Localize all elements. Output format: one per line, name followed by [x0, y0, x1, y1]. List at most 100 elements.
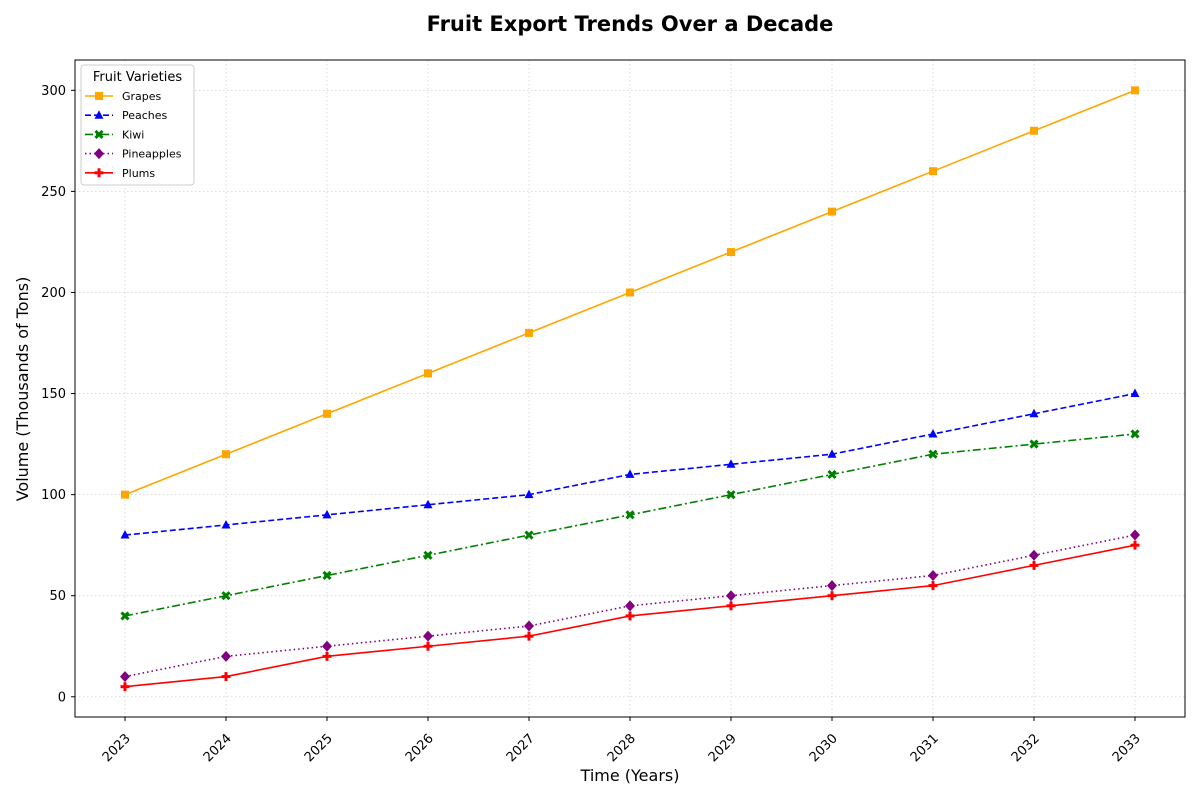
- data-point-pineapples: [1130, 529, 1140, 541]
- x-tick-label: 2031: [908, 731, 942, 765]
- data-point-peaches: [827, 449, 837, 458]
- series-kiwi: [120, 429, 1140, 621]
- legend-marker-grapes: [95, 92, 103, 100]
- x-tick-label: 2025: [302, 731, 336, 765]
- y-tick-label: 100: [41, 488, 66, 503]
- data-point-grapes: [1030, 126, 1038, 135]
- data-point-plums: [1029, 560, 1039, 570]
- chart-title: Fruit Export Trends Over a Decade: [427, 12, 834, 36]
- legend-item-kiwi: Kiwi: [85, 128, 144, 141]
- x-tick-label: 2029: [706, 731, 740, 765]
- legend-label-kiwi: Kiwi: [122, 128, 144, 141]
- data-point-plums: [120, 682, 130, 692]
- y-tick-label: 200: [41, 286, 66, 301]
- data-point-kiwi: [524, 530, 534, 540]
- data-point-pineapples: [726, 590, 736, 602]
- data-point-pineapples: [827, 580, 837, 592]
- data-point-grapes: [121, 490, 129, 499]
- legend-item-pineapples: Pineapples: [85, 148, 182, 161]
- data-point-grapes: [727, 248, 735, 257]
- data-point-kiwi: [1130, 429, 1140, 439]
- data-point-grapes: [323, 409, 331, 418]
- x-tick-label: 2032: [1009, 731, 1043, 765]
- legend-item-plums: Plums: [85, 167, 155, 180]
- y-tick-label: 250: [41, 185, 66, 200]
- y-tick-label: 50: [49, 589, 66, 604]
- axes: 0 50 100 150 200 250 300 2023 2024 2025 2026 2027 20…: [41, 59, 1186, 765]
- legend-label-plums: Plums: [122, 167, 155, 180]
- y-tick-label: 300: [41, 84, 66, 99]
- data-point-peaches: [524, 489, 534, 499]
- data-point-peaches: [221, 519, 231, 529]
- series-peaches: [120, 388, 1140, 539]
- data-point-kiwi: [423, 550, 433, 560]
- data-point-grapes: [1131, 86, 1139, 95]
- legend-marker-kiwi: [94, 129, 104, 139]
- data-point-pineapples: [423, 630, 433, 642]
- data-point-peaches: [120, 530, 130, 539]
- data-point-grapes: [222, 450, 230, 459]
- data-point-grapes: [626, 288, 634, 297]
- data-point-plums: [827, 591, 837, 601]
- x-tick-label: 2026: [403, 731, 437, 765]
- data-point-pineapples: [120, 671, 130, 683]
- legend: Fruit Varieties Grapes Peaches Kiwi Pineappl…: [80, 64, 195, 186]
- data-point-kiwi: [928, 449, 938, 459]
- series-plums: [120, 540, 1140, 692]
- data-point-peaches: [625, 469, 635, 478]
- legend-label-peaches: Peaches: [122, 109, 168, 122]
- data-point-kiwi: [827, 469, 837, 479]
- legend-label-grapes: Grapes: [122, 90, 162, 103]
- series-grapes: [121, 86, 1139, 499]
- series-pineapples: [120, 529, 1140, 683]
- x-tick-label: 2033: [1110, 731, 1144, 765]
- legend-item-peaches: Peaches: [85, 109, 168, 122]
- y-tick-label: 150: [41, 387, 66, 402]
- data-point-grapes: [525, 328, 533, 337]
- x-tick-label: 2030: [807, 731, 841, 765]
- legend-item-grapes: Grapes: [85, 90, 162, 103]
- data-point-peaches: [1029, 408, 1039, 418]
- data-point-kiwi: [221, 591, 231, 601]
- data-point-plums: [928, 581, 938, 591]
- x-tick-label: 2027: [504, 731, 538, 765]
- legend-label-pineapples: Pineapples: [122, 148, 182, 161]
- data-point-plums: [1130, 540, 1140, 550]
- data-point-grapes: [929, 167, 937, 176]
- data-point-plums: [221, 672, 231, 682]
- legend-title: Fruit Varieties: [93, 70, 182, 85]
- data-point-pineapples: [221, 650, 231, 662]
- data-point-kiwi: [1029, 439, 1039, 449]
- x-tick-label: 2028: [605, 731, 639, 765]
- legend-marker-peaches: [94, 110, 104, 119]
- legend-marker-plums: [94, 168, 104, 178]
- data-point-plums: [726, 601, 736, 611]
- data-point-plums: [524, 631, 534, 641]
- series-group: [120, 86, 1140, 692]
- data-point-pineapples: [928, 569, 938, 581]
- data-point-peaches: [423, 499, 433, 509]
- legend-marker-pineapples: [94, 148, 104, 160]
- data-point-plums: [625, 611, 635, 621]
- data-point-peaches: [1130, 388, 1140, 398]
- data-point-kiwi: [120, 611, 130, 621]
- data-point-pineapples: [1029, 549, 1039, 561]
- data-point-plums: [423, 641, 433, 651]
- data-point-peaches: [928, 428, 938, 438]
- data-point-peaches: [322, 509, 332, 519]
- data-point-plums: [322, 651, 332, 661]
- data-point-pineapples: [524, 620, 534, 632]
- data-point-peaches: [726, 459, 736, 468]
- data-point-grapes: [828, 207, 836, 216]
- data-point-pineapples: [625, 600, 635, 612]
- y-axis-label: Volume (Thousands of Tons): [13, 277, 32, 502]
- x-axis-label: Time (Years): [580, 766, 680, 785]
- data-point-kiwi: [726, 490, 736, 500]
- legend-box: [80, 64, 195, 186]
- data-point-kiwi: [625, 510, 635, 520]
- x-tick-label: 2024: [201, 731, 235, 765]
- y-tick-label: 0: [58, 690, 66, 705]
- x-tick-label: 2023: [100, 731, 134, 765]
